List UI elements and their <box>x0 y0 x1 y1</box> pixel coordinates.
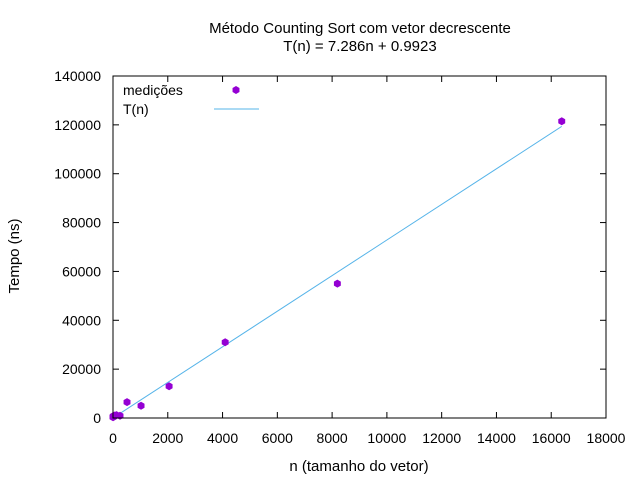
legend: medições T(n) <box>123 82 259 117</box>
x-tick-label: 2000 <box>152 430 183 446</box>
y-tick-label: 0 <box>93 410 101 426</box>
data-point <box>165 382 173 391</box>
chart-title: Método Counting Sort com vetor decrescen… <box>209 20 511 37</box>
y-tick-label: 20000 <box>62 361 101 377</box>
x-tick-label: 8000 <box>317 430 348 446</box>
y-tick-label: 40000 <box>62 312 101 328</box>
legend-marker-medicoes <box>232 86 240 94</box>
y-axis-label: Tempo (ns) <box>6 218 23 293</box>
data-point <box>558 117 566 126</box>
plot-frame <box>112 75 607 419</box>
y-tick-label: 80000 <box>62 215 101 231</box>
x-tick-label: 6000 <box>262 430 293 446</box>
legend-point <box>232 86 240 94</box>
fit-line <box>112 125 563 419</box>
data-point <box>333 279 341 288</box>
axis-ticks <box>112 75 607 419</box>
x-tick-label: 10000 <box>367 430 406 446</box>
x-tick-label: 4000 <box>207 430 238 446</box>
data-point <box>221 338 229 347</box>
x-tick-label: 12000 <box>422 430 461 446</box>
y-tick-label: 100000 <box>54 166 101 182</box>
chart-subtitle: T(n) = 7.286n + 0.9923 <box>283 38 436 55</box>
y-tick-label: 60000 <box>62 263 101 279</box>
data-point <box>123 398 131 407</box>
x-tick-label: 16000 <box>532 430 571 446</box>
legend-label-tn: T(n) <box>123 101 149 117</box>
tick-labels: 0 2000 4000 6000 8000 10000 12000 14000 16000 180… <box>54 68 625 446</box>
x-tick-label: 18000 <box>587 430 626 446</box>
data-point <box>137 401 145 410</box>
y-tick-label: 120000 <box>54 117 101 133</box>
x-axis-label: n (tamanho do vetor) <box>289 458 428 475</box>
y-tick-label: 140000 <box>54 68 101 84</box>
x-tick-label: 0 <box>109 430 117 446</box>
x-tick-label: 14000 <box>477 430 516 446</box>
legend-label-medicoes: medições <box>123 82 183 98</box>
